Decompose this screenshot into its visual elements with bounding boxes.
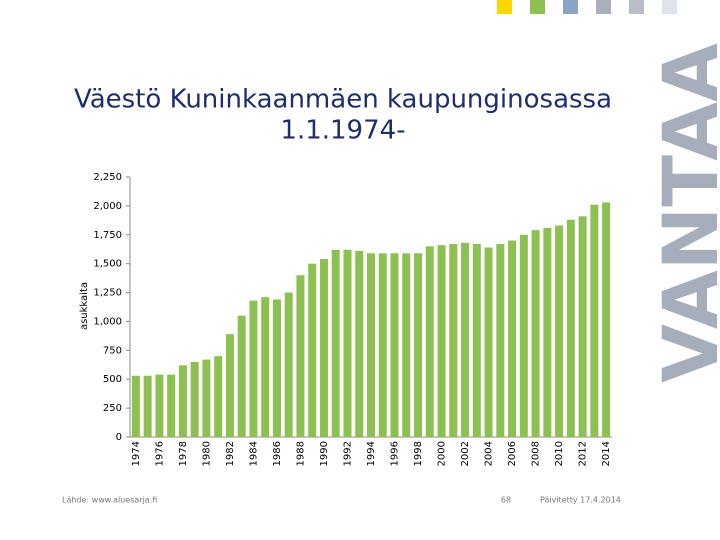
bar [602,202,611,437]
bar [449,244,458,437]
bar [355,250,364,437]
bar [343,249,352,437]
bar [508,240,517,437]
bar [261,297,270,437]
y-tick-label: 250 [103,403,122,414]
bar [367,253,375,437]
bar [461,242,470,437]
bar [202,359,211,437]
x-tick-label: 1976 [154,441,165,466]
footer-source: Lähde: www.aluesarja.fi [62,496,157,505]
x-tick-label: 1996 [390,441,401,466]
bar [472,244,481,437]
bar [555,225,564,437]
bar [566,219,575,437]
x-tick-label: 2012 [578,441,589,466]
bar [296,275,305,437]
y-tick-label: 2,250 [93,172,122,183]
y-tick-label: 500 [103,374,122,385]
x-tick-label: 1978 [178,441,189,466]
bar [237,315,246,437]
bar [590,204,599,437]
bar [484,247,493,437]
y-tick-label: 1,500 [93,259,122,270]
bar [272,299,281,437]
bar [249,300,258,437]
bar [308,263,317,437]
bar [284,292,293,437]
chart-title: Väestö Kuninkaanmäen kaupunginosassa [74,85,612,115]
logo: VANTAA [646,43,720,383]
bar [437,245,446,437]
x-tick-label: 2002 [460,441,471,466]
x-tick-label: 1994 [366,441,377,466]
bar [214,356,223,437]
bar [225,334,234,437]
x-tick-label: 2014 [601,441,612,466]
bar [143,375,152,437]
logo-square [629,0,644,14]
x-tick-label: 1984 [248,441,259,466]
bar [390,253,399,437]
y-axis-label: asukkaita [79,282,90,330]
x-tick-label: 1986 [272,441,283,466]
y-tick-label: 2,000 [93,201,122,212]
y-tick-label: 1,750 [93,230,122,241]
logo-square [530,0,545,14]
bar [414,253,423,437]
bar [131,375,140,437]
y-tick-label: 750 [103,345,122,356]
bar [425,246,434,437]
bar [531,230,540,437]
bar [519,234,528,437]
bar [378,253,387,437]
chart-title: 1.1.1974- [280,116,405,146]
y-tick-label: 1,250 [93,288,122,299]
bar [319,259,328,437]
x-tick-label: 2000 [437,441,448,466]
bar [578,216,587,437]
x-tick-label: 1974 [131,441,142,466]
logo-square [497,0,512,14]
x-tick-label: 1988 [295,441,306,466]
logo-square [563,0,578,14]
page-number: 68 [501,496,511,505]
bar [167,374,176,437]
x-tick-label: 2004 [484,441,495,466]
bar [543,227,552,437]
footer-updated: Päivitetty 17.4.2014 [540,496,621,505]
bar [155,374,164,437]
x-tick-label: 1982 [225,441,236,466]
x-tick-label: 2008 [531,441,542,466]
x-tick-label: 1998 [413,441,424,466]
x-tick-label: 1990 [319,441,330,466]
x-tick-label: 1980 [201,441,212,466]
bar [496,244,505,437]
logo-square [662,0,677,14]
x-tick-label: 2010 [554,441,565,466]
logo-square [596,0,611,14]
bar [331,249,340,437]
bar [178,365,187,437]
bar [402,253,411,437]
x-tick-label: 2006 [507,441,518,466]
y-tick-label: 0 [116,432,122,443]
bar [190,361,199,437]
x-tick-label: 1992 [342,441,353,466]
y-tick-label: 1,000 [93,316,122,327]
